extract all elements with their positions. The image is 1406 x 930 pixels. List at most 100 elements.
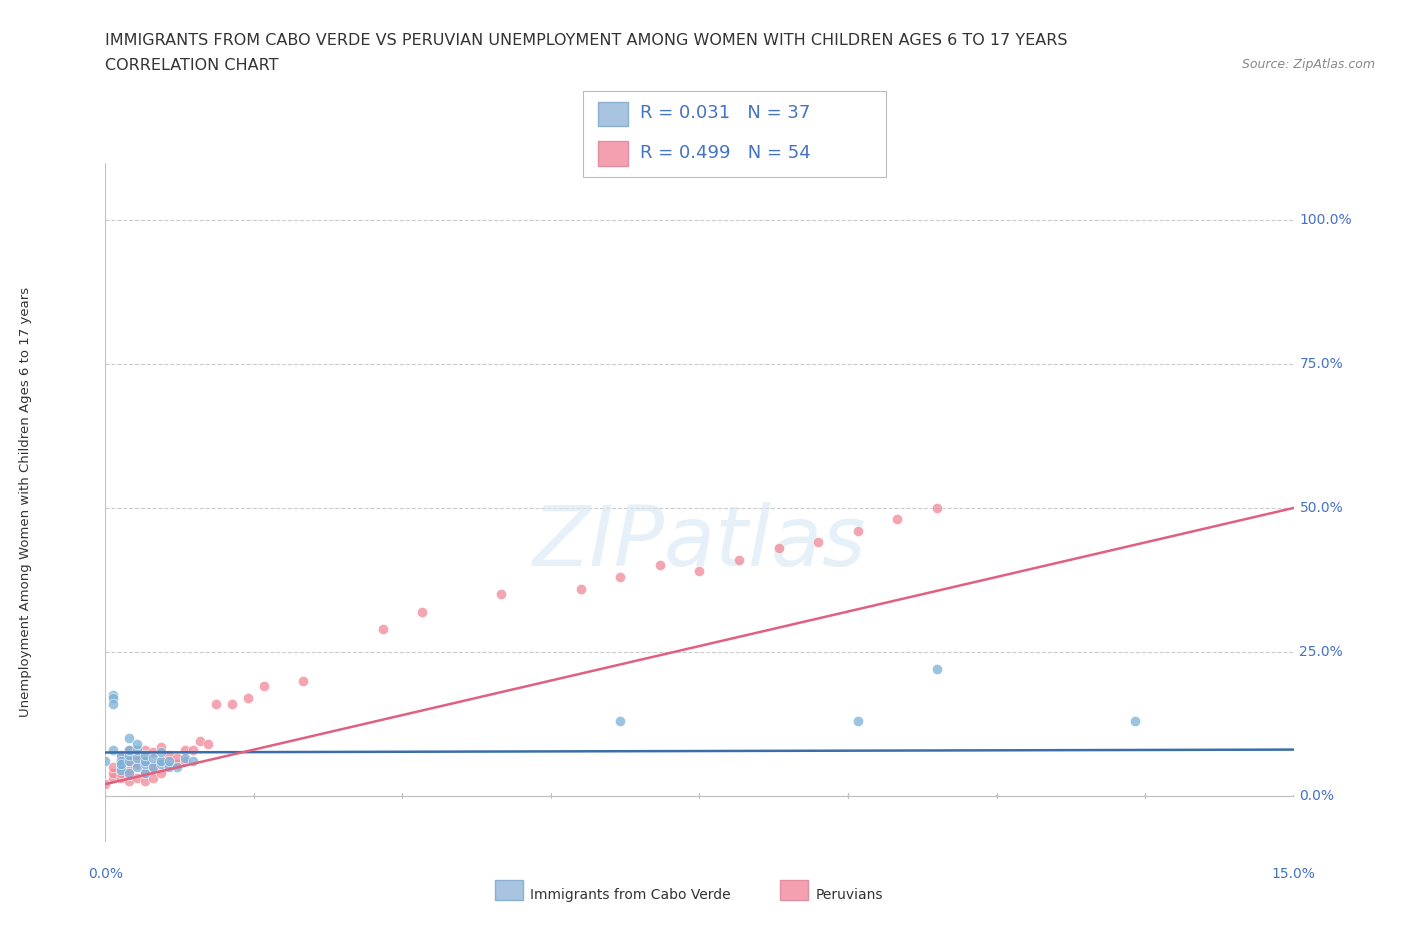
Point bbox=[149, 753, 172, 768]
Point bbox=[1123, 713, 1146, 728]
Point bbox=[221, 697, 243, 711]
Point bbox=[110, 751, 132, 765]
Point bbox=[118, 753, 141, 768]
Point bbox=[142, 751, 165, 765]
Point bbox=[149, 765, 172, 780]
Point bbox=[118, 768, 141, 783]
Text: Source: ZipAtlas.com: Source: ZipAtlas.com bbox=[1241, 58, 1375, 71]
Point bbox=[118, 742, 141, 757]
Point bbox=[886, 512, 908, 527]
Text: 25.0%: 25.0% bbox=[1299, 644, 1343, 658]
Point bbox=[94, 777, 117, 791]
Point bbox=[110, 765, 132, 780]
Point bbox=[166, 751, 188, 765]
Point bbox=[157, 748, 180, 763]
Point bbox=[157, 756, 180, 771]
Point bbox=[236, 690, 259, 705]
Point bbox=[925, 500, 948, 515]
Point bbox=[371, 621, 394, 636]
Text: 100.0%: 100.0% bbox=[1299, 213, 1353, 227]
Text: Unemployment Among Women with Children Ages 6 to 17 years: Unemployment Among Women with Children A… bbox=[18, 287, 32, 717]
Point bbox=[134, 765, 156, 780]
Point bbox=[110, 756, 132, 771]
Point bbox=[127, 737, 149, 751]
Point bbox=[411, 604, 433, 619]
Point bbox=[173, 753, 195, 768]
Point bbox=[110, 756, 132, 771]
Point bbox=[157, 753, 180, 768]
Point bbox=[94, 753, 117, 768]
Point bbox=[609, 713, 631, 728]
Point bbox=[118, 748, 141, 763]
Point bbox=[142, 760, 165, 775]
Point bbox=[110, 748, 132, 763]
Point bbox=[728, 552, 751, 567]
Point bbox=[149, 753, 172, 768]
Point bbox=[118, 753, 141, 768]
Point bbox=[142, 745, 165, 760]
Text: R = 0.499   N = 54: R = 0.499 N = 54 bbox=[640, 143, 810, 162]
Text: 75.0%: 75.0% bbox=[1299, 357, 1343, 371]
Text: IMMIGRANTS FROM CABO VERDE VS PERUVIAN UNEMPLOYMENT AMONG WOMEN WITH CHILDREN AG: IMMIGRANTS FROM CABO VERDE VS PERUVIAN U… bbox=[105, 33, 1069, 47]
Point bbox=[118, 731, 141, 746]
Point bbox=[103, 765, 125, 780]
Text: R = 0.031   N = 37: R = 0.031 N = 37 bbox=[640, 104, 810, 123]
Point bbox=[103, 760, 125, 775]
Point bbox=[118, 765, 141, 780]
Point bbox=[127, 756, 149, 771]
Point bbox=[807, 535, 830, 550]
Text: 0.0%: 0.0% bbox=[1299, 789, 1334, 803]
Point bbox=[190, 734, 212, 749]
Text: 15.0%: 15.0% bbox=[1271, 867, 1316, 881]
Point bbox=[110, 760, 132, 775]
Point bbox=[166, 756, 188, 771]
Point bbox=[134, 774, 156, 789]
Point bbox=[127, 748, 149, 763]
Point bbox=[925, 661, 948, 676]
Point bbox=[149, 745, 172, 760]
Point bbox=[118, 774, 141, 789]
Point bbox=[205, 697, 228, 711]
Point bbox=[157, 760, 180, 775]
Point bbox=[127, 771, 149, 786]
Text: Immigrants from Cabo Verde: Immigrants from Cabo Verde bbox=[530, 887, 731, 902]
Point bbox=[846, 713, 869, 728]
Point bbox=[127, 760, 149, 775]
Point bbox=[127, 751, 149, 765]
Point bbox=[173, 751, 195, 765]
Point bbox=[292, 673, 315, 688]
Point bbox=[197, 737, 219, 751]
Point bbox=[181, 753, 204, 768]
Point bbox=[103, 697, 125, 711]
Point bbox=[846, 524, 869, 538]
Point bbox=[127, 742, 149, 757]
Point bbox=[569, 581, 592, 596]
Point bbox=[118, 742, 141, 757]
Point bbox=[689, 564, 711, 578]
Point bbox=[110, 771, 132, 786]
Text: CORRELATION CHART: CORRELATION CHART bbox=[105, 58, 278, 73]
Point bbox=[173, 742, 195, 757]
Point bbox=[134, 753, 156, 768]
Point bbox=[181, 742, 204, 757]
Point bbox=[134, 742, 156, 757]
Point bbox=[149, 739, 172, 754]
Point bbox=[103, 687, 125, 702]
Point bbox=[134, 753, 156, 768]
Point bbox=[142, 771, 165, 786]
Point bbox=[149, 756, 172, 771]
Text: ZIPatlas: ZIPatlas bbox=[533, 502, 866, 583]
Point bbox=[103, 771, 125, 786]
Point bbox=[768, 540, 790, 555]
Point bbox=[142, 760, 165, 775]
Text: Peruvians: Peruvians bbox=[815, 887, 883, 902]
Point bbox=[110, 753, 132, 768]
Point bbox=[648, 558, 671, 573]
Point bbox=[134, 756, 156, 771]
Point bbox=[609, 569, 631, 584]
Text: 0.0%: 0.0% bbox=[89, 867, 122, 881]
Point bbox=[110, 763, 132, 777]
Point bbox=[134, 748, 156, 763]
Point bbox=[103, 690, 125, 705]
Point bbox=[166, 760, 188, 775]
